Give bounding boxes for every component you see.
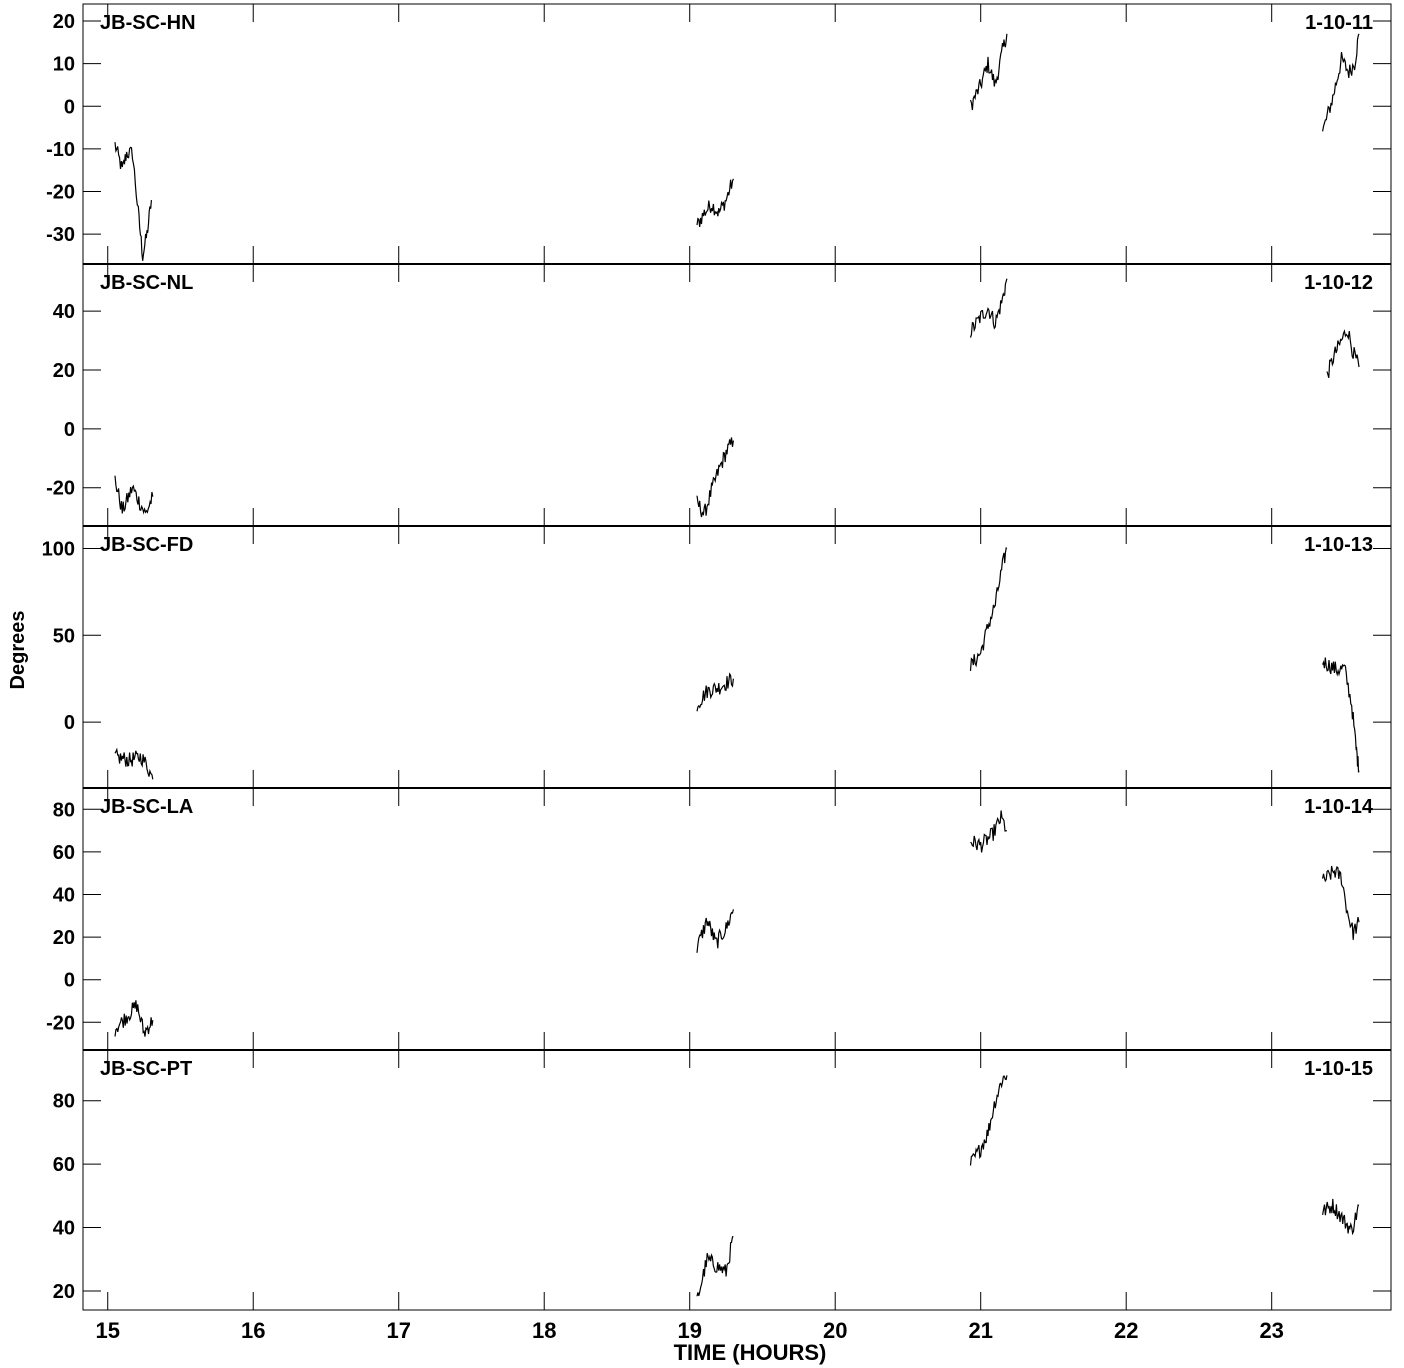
data-trace-jb-sc-pt-3	[1322, 1198, 1360, 1236]
data-trace-jb-sc-hn-2	[696, 178, 734, 227]
y-tick-label: 40	[53, 885, 75, 907]
y-tick-label: 10	[53, 54, 75, 76]
panel-jb-sc-pt: 80 60 40 20 JB-SC-PT 1-10-15	[53, 1049, 1392, 1311]
y-tick-label: -10	[46, 139, 75, 161]
panel-frame	[82, 525, 1392, 789]
baseline-label: JB-SC-LA	[100, 796, 193, 818]
data-trace-jb-sc-fd-4	[1322, 657, 1360, 773]
data-trace-jb-sc-pt-2	[969, 1075, 1008, 1166]
data-trace-jb-sc-fd-1	[114, 747, 154, 780]
data-trace-jb-sc-hn-1	[114, 142, 152, 261]
x-tick-label: 15	[95, 1318, 119, 1343]
panel-id-label: 1-10-14	[1304, 796, 1374, 818]
baseline-label: JB-SC-FD	[100, 534, 193, 556]
y-tick-label: 0	[64, 96, 75, 118]
panel-jb-sc-nl: 40 20 0 -20 JB-SC-NL 1-10-12	[46, 263, 1392, 527]
data-trace-jb-sc-nl-1	[114, 475, 154, 515]
panel-frame	[82, 787, 1392, 1051]
x-tick-label: 18	[532, 1318, 556, 1343]
y-tick-label: 80	[53, 799, 75, 821]
panel-frame	[82, 1049, 1392, 1311]
baseline-label: JB-SC-NL	[100, 272, 193, 294]
data-trace-jb-sc-la-2	[696, 909, 734, 953]
y-axis-label: Degrees	[7, 611, 29, 690]
x-tick-label: 20	[823, 1318, 847, 1343]
y-tick-label: 40	[53, 301, 75, 323]
x-tick-label: 19	[677, 1318, 701, 1343]
panel-id-label: 1-10-11	[1305, 12, 1373, 34]
panel-id-label: 1-10-12	[1304, 272, 1373, 294]
data-trace-jb-sc-la-4	[1322, 865, 1360, 940]
y-tick-label: 20	[53, 11, 75, 33]
x-tick-label: 22	[1114, 1318, 1138, 1343]
y-tick-label: 80	[53, 1091, 75, 1113]
data-trace-jb-sc-nl-3	[969, 278, 1008, 338]
y-tick-label: 40	[53, 1218, 75, 1240]
data-trace-jb-sc-la-3	[970, 810, 1008, 853]
y-tick-label: -20	[46, 182, 75, 204]
x-tick-label: 21	[968, 1318, 992, 1343]
y-tick-label: 20	[53, 927, 75, 949]
data-trace-jb-sc-la-1	[114, 1000, 154, 1037]
data-trace-jb-sc-fd-2	[696, 672, 734, 712]
data-trace-jb-sc-nl-4	[1326, 329, 1360, 379]
x-tick-label: 23	[1259, 1318, 1283, 1343]
panel-id-label: 1-10-13	[1304, 534, 1373, 556]
y-tick-label: -20	[46, 1012, 75, 1034]
baseline-label: JB-SC-HN	[100, 12, 196, 34]
panel-jb-sc-la: 80 60 40 20 0 -20 JB-SC-LA 1-10-14	[46, 787, 1392, 1051]
data-trace-jb-sc-hn-4	[1322, 33, 1360, 132]
y-tick-label: -30	[46, 224, 75, 246]
y-tick-label: 20	[53, 360, 75, 382]
panel-jb-sc-fd: 100 50 0 JB-SC-FD 1-10-13	[42, 525, 1392, 789]
data-trace-jb-sc-nl-2	[696, 437, 734, 518]
y-tick-label: 20	[53, 1281, 75, 1303]
x-tick-label: 17	[386, 1318, 410, 1343]
data-trace-jb-sc-fd-3	[969, 547, 1008, 671]
y-tick-label: 60	[53, 842, 75, 864]
y-tick-label: 0	[64, 970, 75, 992]
panel-frame	[82, 3, 1392, 265]
x-tick-label: 16	[241, 1318, 265, 1343]
y-tick-label: 100	[42, 539, 75, 561]
panel-id-label: 1-10-15	[1304, 1058, 1373, 1080]
y-tick-label: -20	[46, 478, 75, 500]
y-tick-label: 0	[64, 419, 75, 441]
panel-jb-sc-hn: 20 10 0 -10 -20 -30 JB-SC-HN 1-10-11	[46, 3, 1392, 265]
panel-frame	[82, 263, 1392, 527]
data-trace-jb-sc-hn-3	[969, 33, 1008, 111]
data-trace-jb-sc-pt-1	[696, 1236, 734, 1297]
y-tick-label: 50	[53, 625, 75, 647]
y-tick-label: 60	[53, 1154, 75, 1176]
baseline-label: JB-SC-PT	[100, 1058, 192, 1080]
y-tick-label: 0	[64, 712, 75, 734]
x-axis-label: TIME (HOURS)	[674, 1340, 827, 1365]
